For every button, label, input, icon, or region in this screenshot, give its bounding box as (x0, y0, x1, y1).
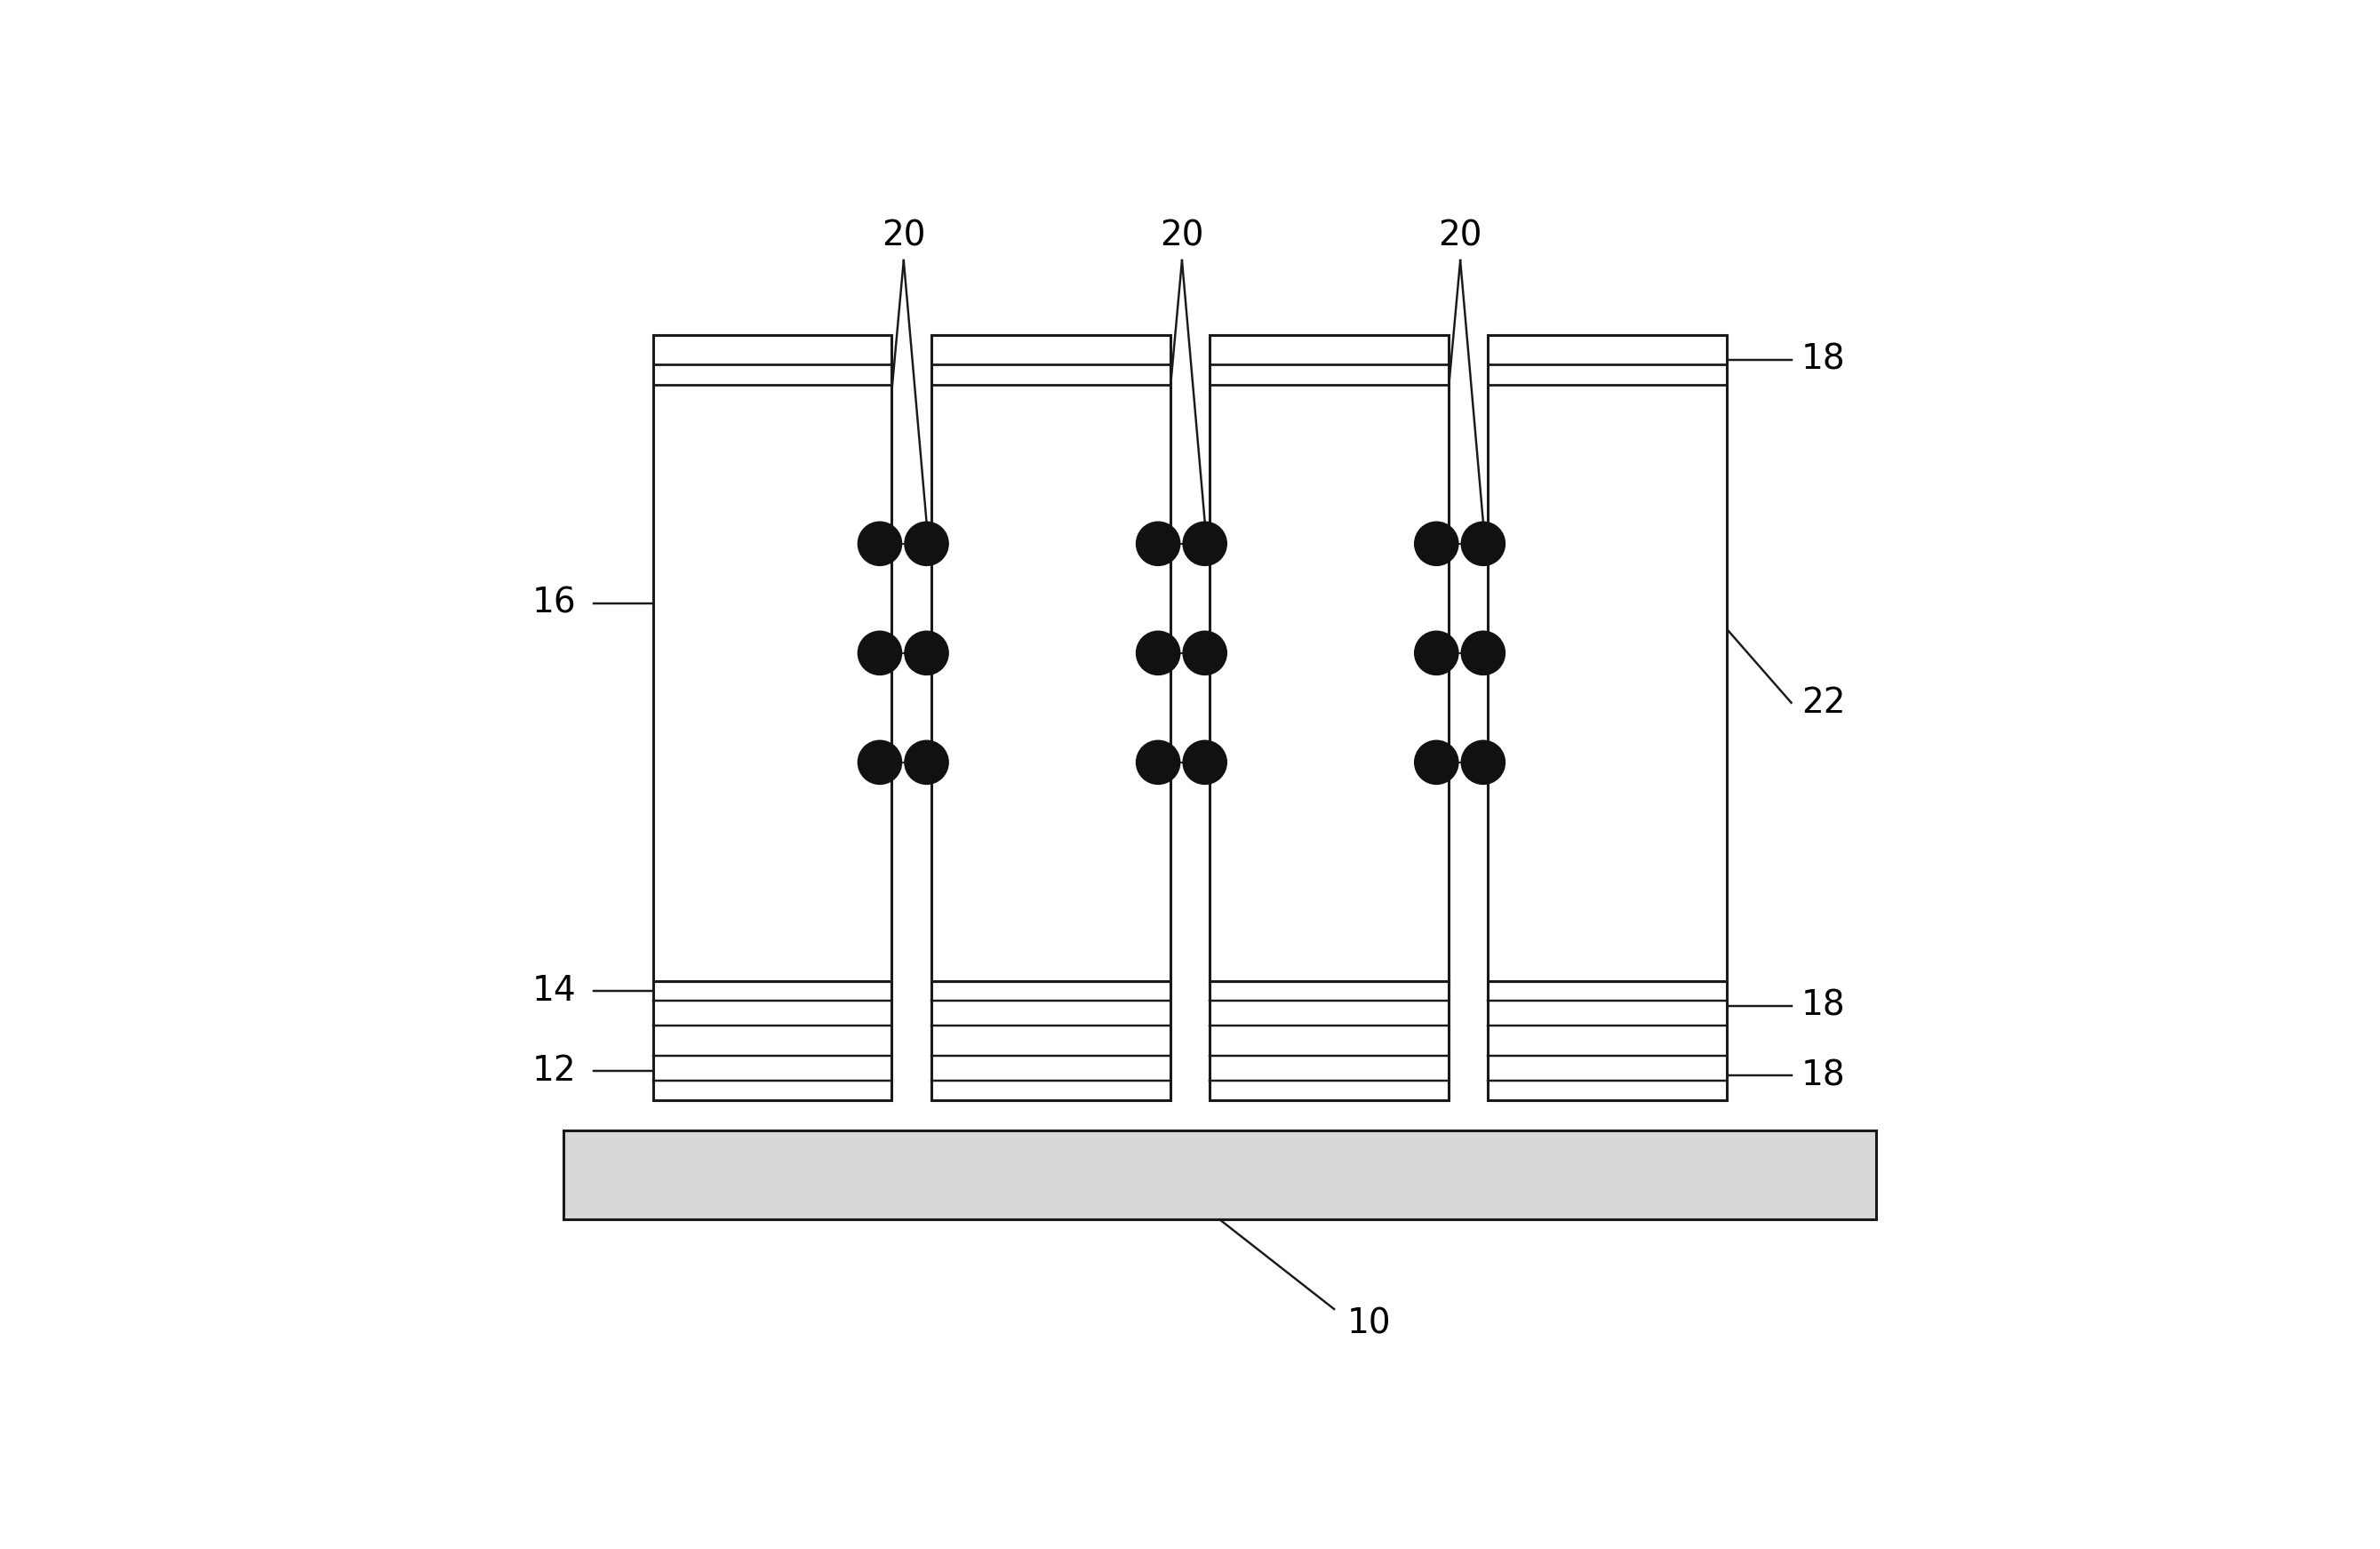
Circle shape (1414, 740, 1459, 784)
Text: 18: 18 (1802, 988, 1845, 1022)
Bar (1209, 335, 1449, 981)
Text: 18: 18 (1802, 342, 1845, 376)
Bar (931, 981, 1171, 1100)
Circle shape (1183, 740, 1226, 784)
Bar (1209, 981, 1449, 1100)
Text: 20: 20 (1159, 218, 1204, 252)
Bar (564, 1131, 1875, 1219)
Text: 12: 12 (531, 1053, 576, 1087)
Bar (1488, 981, 1725, 1100)
Circle shape (1461, 522, 1504, 565)
Text: 20: 20 (881, 218, 926, 252)
Circle shape (1414, 522, 1459, 565)
Circle shape (904, 630, 947, 675)
Text: 18: 18 (1802, 1058, 1845, 1092)
Circle shape (857, 522, 902, 565)
Circle shape (904, 522, 947, 565)
Circle shape (1135, 522, 1180, 565)
Bar (1488, 335, 1725, 981)
Circle shape (1183, 630, 1226, 675)
Circle shape (1135, 740, 1180, 784)
Circle shape (1414, 630, 1459, 675)
Text: 16: 16 (531, 587, 576, 620)
Circle shape (857, 740, 902, 784)
Circle shape (1461, 740, 1504, 784)
Circle shape (1135, 630, 1180, 675)
Circle shape (904, 740, 947, 784)
Text: 10: 10 (1347, 1307, 1390, 1341)
Circle shape (857, 630, 902, 675)
Text: 14: 14 (531, 974, 576, 1008)
Bar (652, 335, 892, 981)
Text: 22: 22 (1802, 686, 1845, 720)
Text: 20: 20 (1438, 218, 1483, 252)
Bar (931, 335, 1171, 981)
Circle shape (1461, 630, 1504, 675)
Circle shape (1183, 522, 1226, 565)
Bar (652, 981, 892, 1100)
